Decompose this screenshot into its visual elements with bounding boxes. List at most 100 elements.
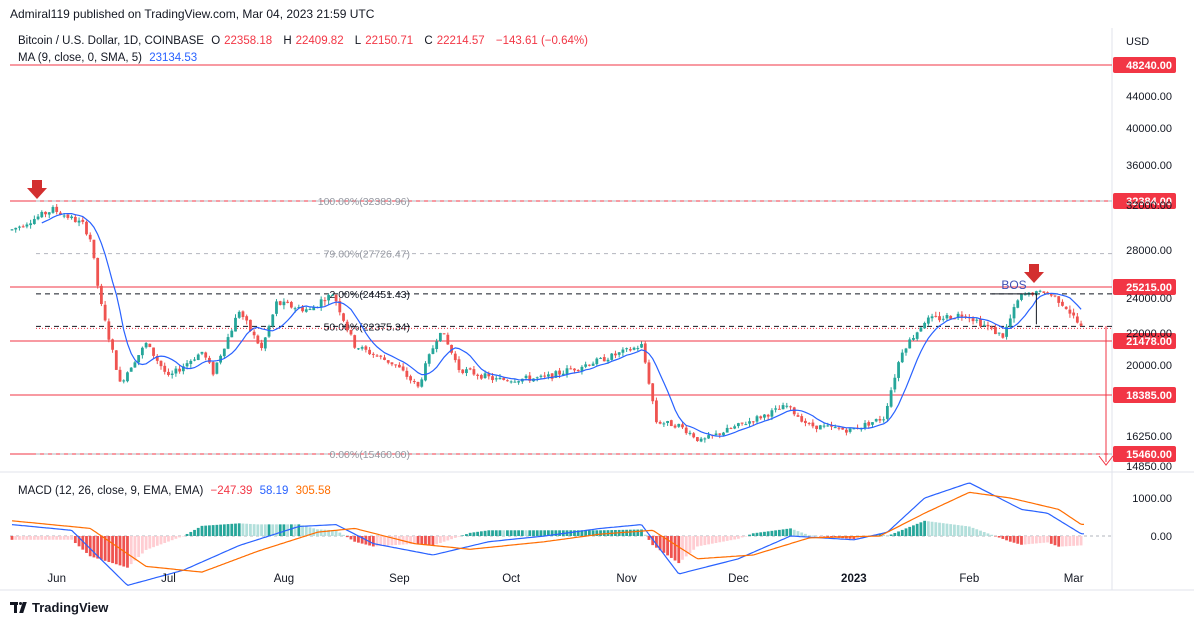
- candle-body: [878, 419, 882, 421]
- candle-body: [506, 380, 509, 382]
- price-axis: USD 48240.00 32384.00 25215.00 21478.00 18385…: [1113, 36, 1176, 473]
- candle-body: [558, 370, 561, 375]
- candle-body: [271, 314, 275, 326]
- macd-hist-bar: [662, 536, 666, 553]
- candle-body: [524, 375, 528, 379]
- macd-hist-bar: [699, 536, 703, 546]
- candle-body: [535, 377, 539, 379]
- macd-hist-bar: [18, 536, 21, 540]
- candle-body: [971, 318, 975, 322]
- candle-body: [684, 427, 688, 434]
- candle-body: [193, 359, 196, 361]
- candle-body: [789, 406, 792, 408]
- candle-body: [934, 315, 938, 317]
- candle-body: [40, 211, 44, 218]
- macd-hist-bar: [535, 530, 539, 536]
- macd-hist-bar: [323, 529, 327, 536]
- macd-hist-bar: [167, 536, 170, 542]
- candle-body: [547, 374, 550, 377]
- candle-body: [781, 405, 785, 410]
- candle-body: [949, 315, 953, 320]
- candle-body: [77, 220, 81, 223]
- macd-hist-bar: [222, 524, 226, 536]
- candle-body: [383, 357, 386, 360]
- candle-body: [204, 352, 208, 358]
- candle-body: [468, 368, 472, 370]
- macd-hist-bar: [725, 536, 729, 541]
- candle-body: [912, 337, 915, 340]
- candle-body: [122, 380, 126, 382]
- macd-hist-bar: [14, 536, 18, 540]
- fib-label: 0.00%(15460.00): [329, 449, 410, 461]
- published-note: Admiral119 published on TradingView.com,…: [10, 7, 375, 21]
- macd-hist-bar: [643, 534, 647, 536]
- macd-hist-bar: [271, 524, 275, 536]
- candle-body: [651, 383, 655, 402]
- macd-hist-bar: [759, 532, 763, 536]
- macd-hist-bar: [945, 523, 949, 536]
- candle-body: [688, 432, 692, 434]
- macd-hist-bar: [498, 530, 502, 536]
- macd-hist-bar: [964, 526, 967, 536]
- candle-body: [55, 206, 59, 212]
- macd-hist-bar: [1079, 536, 1083, 546]
- macd-hist-bar: [457, 536, 461, 537]
- macd-hist-bar: [394, 536, 398, 546]
- candle-body: [412, 381, 416, 383]
- macd-hist-bar: [636, 529, 640, 536]
- macd-hist-bar: [200, 525, 204, 536]
- macd-hist-bar: [930, 521, 934, 536]
- fib-label: 79.00%(27726.47): [324, 249, 410, 261]
- macd-hist-bar: [707, 536, 710, 545]
- macd-hist-bar: [714, 536, 718, 543]
- macd-hist-bar: [379, 536, 383, 546]
- down-arrow-icon: [1024, 264, 1044, 283]
- x-tick-label: Nov: [616, 573, 637, 585]
- candle-body: [241, 311, 245, 318]
- candle-body: [569, 368, 573, 370]
- candle-body: [770, 410, 774, 417]
- macd-hist-bar: [1072, 536, 1076, 546]
- macd-hist-bar: [219, 524, 222, 536]
- macd-hist-bar: [111, 536, 114, 564]
- macd-hist-bar: [44, 536, 47, 540]
- macd-hist-bar: [446, 536, 450, 541]
- candle-body: [1053, 295, 1057, 297]
- candle-body: [1005, 326, 1008, 337]
- macd-hist-bar: [1008, 536, 1012, 542]
- candle-body: [1061, 301, 1064, 306]
- candle-body: [234, 317, 237, 332]
- candle-body: [215, 362, 219, 374]
- macd-hist-bar: [640, 529, 643, 536]
- candle-body: [595, 358, 599, 365]
- candle-body: [655, 400, 658, 423]
- macd-hist-bar: [81, 536, 85, 550]
- candle-body: [610, 353, 614, 360]
- candle-body: [18, 226, 21, 228]
- candle-body: [44, 211, 47, 215]
- macd-hist-bar: [267, 524, 271, 536]
- candle-body: [465, 369, 468, 374]
- candle-body: [420, 379, 424, 387]
- macd-hist-bar: [297, 524, 301, 536]
- macd-hist-bar: [774, 530, 778, 536]
- macd-hist-bar: [777, 529, 781, 536]
- candle-body: [498, 377, 502, 380]
- candle-body: [1038, 290, 1042, 292]
- candle-body: [219, 355, 222, 363]
- macd-hist-bar: [971, 527, 975, 536]
- candle-body: [163, 365, 167, 372]
- macd-hist-bar: [129, 536, 133, 565]
- macd-hist-bar: [390, 536, 394, 546]
- candle-body: [70, 216, 73, 219]
- macd-hist-bar: [342, 534, 345, 536]
- macd-hist-bar: [934, 522, 938, 536]
- macd-hist-bar: [763, 531, 766, 536]
- macd-hist-bar: [818, 536, 822, 537]
- macd-hist-bar: [371, 536, 375, 547]
- candle-body: [509, 381, 513, 383]
- macd-hist-bar: [897, 531, 900, 536]
- macd-hist-bar: [602, 530, 606, 536]
- candle-body: [1016, 300, 1020, 308]
